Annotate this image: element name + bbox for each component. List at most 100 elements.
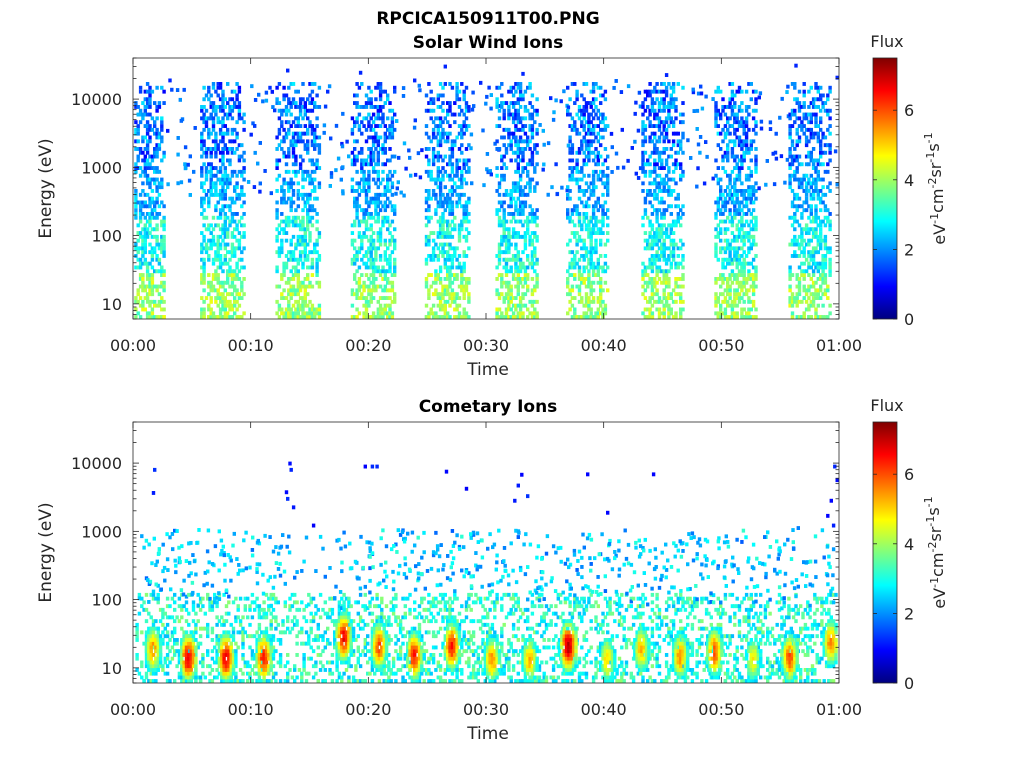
heatmap-cell <box>448 223 452 228</box>
heatmap-cell <box>566 108 570 113</box>
heatmap-cell <box>315 227 319 232</box>
heatmap-cell <box>657 234 662 239</box>
heatmap-cell <box>464 288 469 293</box>
heatmap-cell <box>495 124 499 128</box>
heatmap-cell <box>211 242 216 247</box>
heatmap-cell <box>554 98 558 103</box>
heatmap-cell <box>200 273 204 277</box>
heatmap-cell <box>662 150 666 155</box>
heatmap-cell <box>230 196 235 201</box>
heatmap-cell <box>514 269 518 274</box>
heatmap-cell <box>521 150 525 155</box>
heatmap-cell <box>369 105 373 109</box>
heatmap-cell <box>145 273 150 277</box>
heatmap-cell <box>233 288 237 293</box>
heatmap-cell <box>315 135 319 140</box>
heatmap-cell <box>728 219 732 224</box>
heatmap-cell <box>462 204 466 209</box>
heatmap-cell <box>797 139 802 144</box>
heatmap-cell <box>235 97 239 102</box>
heatmap-cell <box>653 254 657 258</box>
heatmap-cell <box>211 82 216 86</box>
heatmap-cell <box>500 204 504 209</box>
heatmap-cell <box>653 85 657 90</box>
figure-title: RPCICA150911T00.PNG <box>376 9 599 29</box>
heatmap-cell <box>230 315 235 319</box>
heatmap-cell <box>441 292 445 297</box>
heatmap-cell <box>448 173 452 178</box>
heatmap-cell <box>650 227 655 232</box>
heatmap-cell <box>469 132 474 137</box>
heatmap-cell <box>568 215 572 220</box>
heatmap-cell <box>667 169 671 174</box>
heatmap-cell <box>218 234 223 239</box>
heatmap-cell <box>582 139 586 144</box>
heatmap-cell <box>728 250 732 255</box>
heatmap-cell <box>362 215 366 220</box>
heatmap-cell <box>275 177 279 182</box>
heatmap-cell <box>150 246 155 251</box>
heatmap-cell <box>589 227 593 232</box>
heatmap-cell <box>455 257 459 262</box>
heatmap-cell <box>521 296 525 300</box>
heatmap-cell <box>240 250 244 255</box>
heatmap-cell <box>719 212 723 216</box>
heatmap-cell <box>514 296 518 300</box>
heatmap-cell <box>509 257 513 262</box>
heatmap-cell <box>211 124 216 128</box>
heatmap-cell <box>667 185 671 190</box>
heatmap-cell <box>509 101 513 105</box>
heatmap-cell <box>303 124 307 128</box>
heatmap-cell <box>589 254 593 258</box>
heatmap-cell <box>228 303 232 308</box>
heatmap-cell <box>446 284 450 289</box>
heatmap-cell <box>386 173 390 178</box>
heatmap-cell <box>575 169 579 174</box>
heatmap-cell <box>326 89 330 94</box>
heatmap-cell <box>287 196 291 201</box>
heatmap-cell <box>138 192 143 197</box>
heatmap-cell <box>221 158 225 163</box>
heatmap-cell <box>749 242 753 247</box>
heatmap-cell <box>502 143 506 148</box>
heatmap-cell <box>599 280 603 285</box>
heatmap-cell <box>308 192 312 197</box>
heatmap-cell <box>176 181 180 186</box>
heatmap-cell <box>716 166 720 170</box>
heatmap-cell <box>793 120 797 125</box>
heatmap-cell <box>434 277 438 281</box>
heatmap-cell <box>242 120 246 125</box>
heatmap-cell <box>136 139 140 144</box>
heatmap-cell <box>455 296 459 300</box>
heatmap-cell <box>575 261 579 266</box>
heatmap-cell <box>453 250 457 255</box>
heatmap-cell <box>383 219 387 224</box>
heatmap-cell <box>298 135 303 140</box>
heatmap-cell <box>570 116 575 121</box>
heatmap-cell <box>424 284 429 289</box>
heatmap-cell <box>369 147 373 151</box>
heatmap-cell <box>751 116 756 121</box>
heatmap-cell <box>733 250 737 255</box>
heatmap-cell <box>284 108 289 113</box>
heatmap-cell <box>526 143 530 148</box>
heatmap-cell <box>721 127 725 132</box>
heatmap-cell <box>306 265 310 270</box>
heatmap-cell <box>759 119 764 124</box>
heatmap-cell <box>664 127 669 132</box>
heatmap-cell <box>511 150 516 155</box>
heatmap-cell <box>733 101 737 105</box>
heatmap-cell <box>364 311 369 316</box>
heatmap-cell <box>502 238 506 243</box>
heatmap-cell <box>221 223 225 228</box>
heatmap-cell <box>807 261 811 266</box>
heatmap-cell <box>749 173 753 178</box>
heatmap-cell <box>362 261 366 266</box>
heatmap-cell <box>383 296 387 300</box>
heatmap-cell <box>641 124 645 128</box>
heatmap-cell <box>218 261 223 266</box>
heatmap-cell <box>155 108 159 113</box>
heatmap-cell <box>587 219 591 224</box>
heatmap-cell <box>518 116 523 121</box>
heatmap-cell <box>730 238 735 243</box>
